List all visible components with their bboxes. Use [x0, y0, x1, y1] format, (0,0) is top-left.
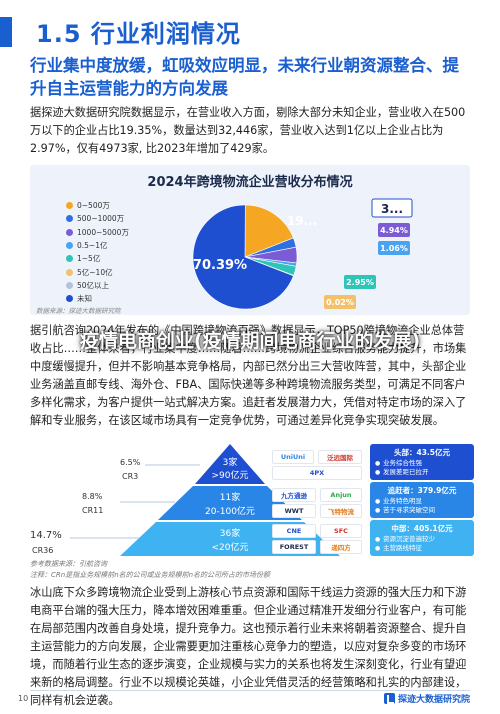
pyramid-diagram: 3家 >90亿元 11家 20-100亿元 36家 <20亿元 6.5% CR3…: [0, 440, 500, 558]
logo-fanyuan: 泛远国际: [318, 450, 362, 464]
panel-head-title: 头部：43.5亿元: [393, 448, 450, 457]
panel-middle-item: 资源沉淀普遍较少: [375, 535, 469, 544]
page-number: 10: [18, 694, 29, 703]
pyramid-tier-mid: [158, 486, 302, 520]
overlay-headline: 疫情电商创业(疫情期间电商行业的发展): [79, 330, 421, 352]
panel-middle-title: 中部：405.1亿元: [391, 524, 453, 533]
legend-item: 0.5~1亿: [66, 239, 129, 252]
data-label: 19...: [287, 214, 317, 228]
data-label: 3...: [381, 202, 403, 216]
legend-swatch: [66, 255, 73, 263]
data-label-box: [378, 241, 410, 255]
data-label-box: [378, 223, 410, 237]
panel-middle-item: 主营路线特征: [375, 544, 469, 553]
paragraph-competition: 据引航咨询2024年发布的《中国跨境物流百强》数据显示，TOP50跨境物流企业总…: [30, 324, 467, 427]
legend-label: 500~1000万: [77, 214, 125, 224]
data-label: 1.06%: [380, 244, 408, 253]
legend-swatch: [66, 281, 73, 289]
legend-swatch: [66, 268, 73, 276]
pyramid-notes: 参考数据来源：引航咨询 注释：CRn是指业务规模前n名的公司或业务规模前n名的公…: [30, 559, 270, 581]
logo-feite: 飞特物流: [320, 504, 362, 518]
tier-bottom-range: <20亿元: [212, 541, 249, 553]
page-title: 1.5 行业利润情况: [36, 20, 241, 48]
legend-label: 0.5~1亿: [77, 241, 108, 251]
section-subtitle: 行业集中度放缓，虹吸效应明显，未来行业朝资源整合、提升自主运营能力的方向发展: [30, 56, 459, 98]
legend-item: 1~5亿: [66, 252, 129, 265]
logo-4px: 4PX: [272, 466, 362, 480]
note-definition: 注释：CRn是指业务规模前n名的公司或业务规模前n名的公司所占的市场份额: [30, 571, 271, 579]
legend-label: 1~5亿: [77, 254, 101, 264]
legend-item: 未知: [66, 292, 129, 305]
panel-chaser-title: 追赶者：379.9亿元: [387, 486, 457, 495]
legend-label: 0~500万: [77, 201, 110, 211]
tier-bottom-count: 36家: [220, 527, 240, 539]
logo-cne: CNE: [272, 524, 316, 538]
tier-mid-share: 8.8%: [82, 492, 103, 501]
data-label: 4.94%: [380, 226, 408, 235]
data-label-box: [344, 275, 376, 289]
logo-forest: FOREST: [272, 540, 316, 554]
tier-top-range: >90亿元: [212, 469, 249, 481]
tier-mid-group: CR11: [82, 506, 104, 515]
tier-bottom-group: CR36: [32, 546, 54, 555]
logo-anjun: Anjun: [320, 488, 362, 502]
tier-top-share: 6.5%: [120, 458, 141, 467]
chart-legend: 0~500万 500~1000万 1000~5000万 0.5~1亿 1~5亿 5亿~10…: [66, 199, 129, 305]
legend-item: 500~1000万: [66, 212, 129, 225]
panel-chaser: 追赶者：379.9亿元 业务特色明显 苦于寻求突破空间: [370, 482, 474, 518]
logo-uniuni: UniUni: [272, 450, 314, 464]
pie-svg: 19... 3... 4.94% 1.06% 2.95% 0.02% 70.39%: [192, 198, 413, 310]
legend-label: 50亿以上: [77, 280, 110, 290]
legend-swatch: [66, 202, 73, 210]
footer-brand: 探迹大数据研究院: [383, 692, 470, 705]
tier-bottom-share: 14.7%: [30, 530, 62, 541]
logo-disifang: 递四方: [320, 540, 362, 554]
tier-mid-range: 20-100亿元: [205, 505, 255, 517]
legend-swatch: [66, 242, 73, 250]
panel-head: 头部：43.5亿元 业务综合性强 发展差距已拉开: [370, 444, 474, 480]
panel-chaser-item: 业务特色明显: [375, 497, 469, 506]
title-accent-bar: [0, 17, 12, 47]
chart-title: 2024年跨境物流企业营收分布情况: [147, 175, 353, 190]
legend-item: 0~500万: [66, 199, 129, 212]
legend-swatch: [66, 215, 73, 223]
data-label-box: [371, 198, 413, 218]
legend-item: 50亿以上: [66, 279, 129, 292]
data-label: 2.95%: [346, 278, 374, 287]
legend-label: 未知: [77, 294, 92, 304]
panel-middle: 中部：405.1亿元 资源沉淀普遍较少 主营路线特征: [370, 520, 474, 556]
legend-swatch: [66, 228, 73, 236]
paragraph-revenue: 据探迹大数据研究院数据显示，在营业收入方面，剔除大部分未知企业，营业收入在500…: [30, 106, 466, 155]
footer-divider: [30, 690, 470, 691]
pyramid-tier-top: [195, 444, 265, 484]
pie-slice: [244, 204, 294, 258]
tier-top-count: 3家: [223, 456, 238, 468]
data-label-box: [324, 295, 356, 309]
panel-head-item: 业务综合性强: [375, 459, 469, 468]
legend-label: 1000~5000万: [77, 227, 129, 237]
logo-jiufang: 九方通逊: [272, 488, 316, 502]
tier-top-group: CR3: [122, 472, 139, 481]
revenue-pie-chart: 2024年跨境物流企业营收分布情况 0~500万 500~1000万 1000~50…: [30, 165, 470, 315]
paragraph-outlook: 冰山底下众多跨境物流企业受到上游核心节点资源和国际干线运力资源的强大压力和下游电…: [30, 586, 467, 707]
chart-source: 数据来源：探迹大数据研究院: [36, 307, 121, 315]
brand-logo-icon: [383, 693, 395, 704]
legend-item: 1000~5000万: [66, 226, 129, 239]
logo-wwt: WWT: [272, 504, 316, 518]
data-label: 0.02%: [326, 298, 354, 307]
tier-mid-count: 11家: [220, 491, 240, 503]
brand-name: 探迹大数据研究院: [397, 695, 470, 705]
legend-item: 5亿~10亿: [66, 265, 129, 278]
legend-swatch: [66, 295, 73, 303]
note-source: 参考数据来源：引航咨询: [30, 560, 107, 568]
panel-chaser-item: 苦于寻求突破空间: [375, 506, 469, 515]
data-label: 70.39%: [193, 258, 247, 273]
panel-head-item: 发展差距已拉开: [375, 468, 469, 477]
legend-label: 5亿~10亿: [77, 267, 113, 277]
logo-sfc: SFC: [320, 524, 362, 538]
pie-slice: [192, 204, 294, 310]
